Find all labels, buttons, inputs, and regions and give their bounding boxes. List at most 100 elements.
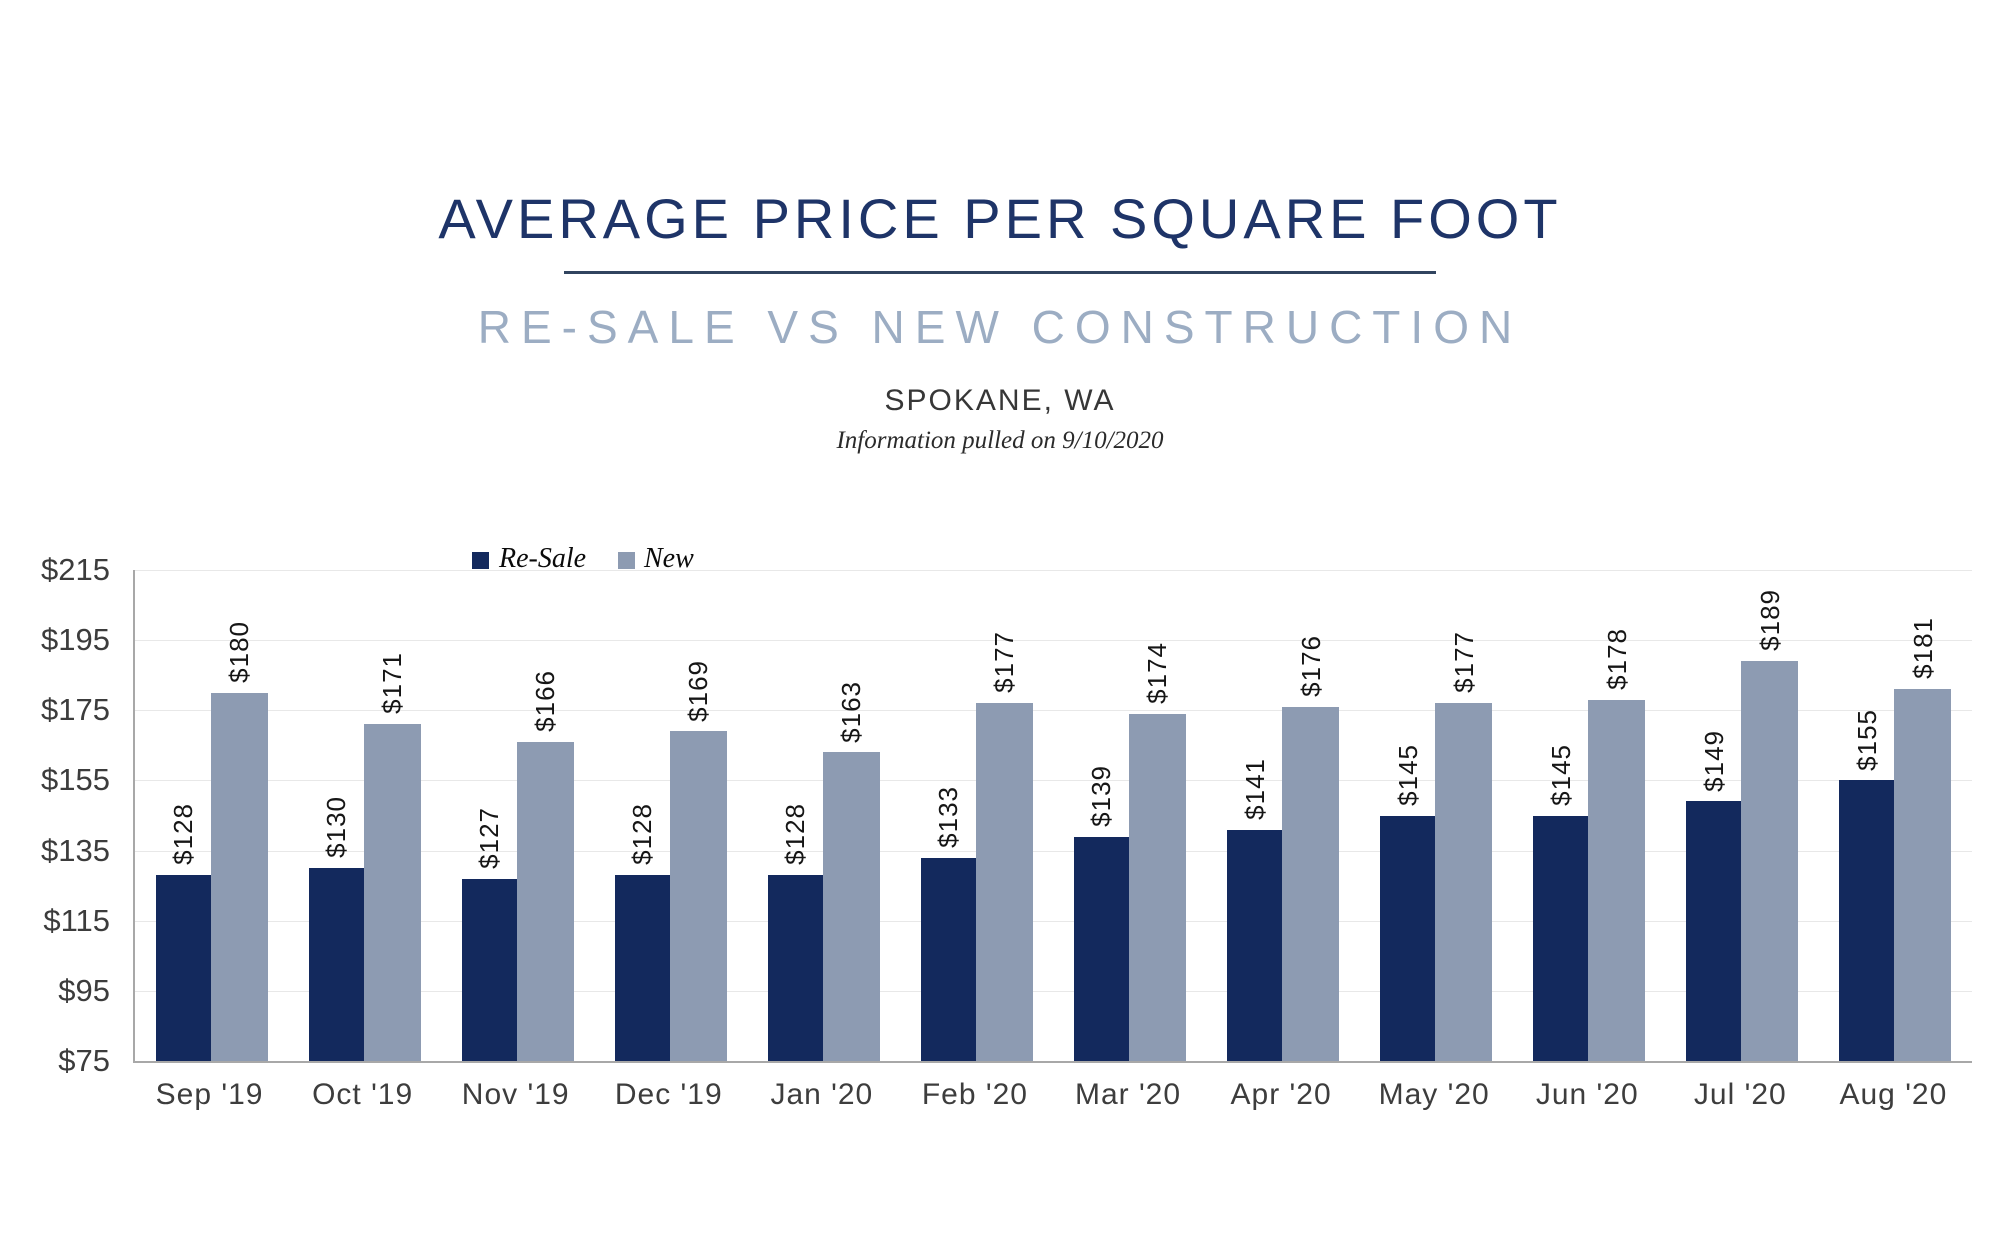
resale-bar [1686,801,1742,1061]
chart-subtitle: RE-SALE VS NEW CONSTRUCTION [477,301,1523,353]
x-tick-label: May '20 [1378,1078,1490,1111]
bar-group: $130 $171 [288,570,441,1061]
bar-group: $127 $166 [441,570,594,1061]
new-bar [210,692,268,1061]
chart-note: Information pulled on 9/10/2020 [836,427,1164,454]
x-tick-label: Jan '20 [770,1078,874,1111]
gridline [135,920,1972,922]
bar-group: $128 $163 [747,570,900,1061]
gridline [135,570,1972,571]
new-bar-value-label: $177 [1448,631,1479,694]
legend-resale-swatch [472,552,489,569]
new-bar [1129,713,1186,1061]
x-tick-label: Apr '20 [1230,1078,1332,1111]
resale-bar [1227,829,1283,1061]
resale-bar [308,868,364,1061]
new-bar-value-label: $189 [1754,589,1785,652]
gridline [135,710,1972,712]
x-tick-label: Mar '20 [1074,1078,1182,1111]
new-bar [1435,703,1493,1061]
x-tick-label: Oct '19 [312,1078,414,1111]
gridline [135,850,1972,852]
new-bar-value-label: $181 [1907,617,1938,680]
y-axis-labels: $215 $195 $175 $155 $135 $115 $95 $75 [0,552,110,1078]
resale-bar [1074,836,1129,1061]
bar-group: $145 $177 [1360,570,1513,1061]
bar-group: $145 $178 [1513,570,1666,1061]
gridline [135,780,1972,782]
gridline [135,990,1972,992]
new-bar [516,741,574,1061]
new-bar [1588,699,1646,1061]
plot-area: $128 $180 $130 $171 $127 $166 $128 $169 $128 $163… [133,570,1972,1063]
bar-group: $149 $189 [1666,570,1819,1061]
x-tick-label: Aug '20 [1839,1078,1948,1111]
bar-group: $139 $174 [1053,570,1206,1061]
resale-bar [155,875,211,1061]
x-axis-labels: Sep '19 Oct '19 Nov '19 Dec '19 Jan '20 Feb '… [133,1078,1970,1112]
resale-bar-value-label: $149 [1698,729,1729,792]
y-tick-label: $95 [58,972,110,1008]
resale-bar-value-label: $145 [1545,743,1576,806]
new-bar [669,731,727,1061]
resale-bar [767,875,823,1061]
new-bar-value-label: $169 [683,659,714,722]
resale-bar-value-label: $130 [321,796,352,859]
y-tick-label: $195 [41,622,110,658]
new-bar-value-label: $176 [1295,634,1326,697]
resale-bar [1533,815,1589,1061]
x-tick-label: Sep '19 [155,1078,264,1111]
x-tick-label: Jun '20 [1535,1078,1639,1111]
resale-bar-value-label: $145 [1392,743,1423,806]
resale-bar [920,857,976,1061]
bar-groups: $128 $180 $130 $171 $127 $166 $128 $169 $128 $163… [135,570,1972,1061]
new-bar-value-label: $163 [836,680,867,743]
y-tick-label: $75 [58,1043,110,1078]
new-bar-value-label: $178 [1601,627,1632,690]
chart-title: AVERAGE PRICE PER SQUARE FOOT [438,187,1562,250]
x-tick-label: Feb '20 [921,1078,1028,1111]
gridline [135,640,1972,642]
resale-bar-value-label: $139 [1086,764,1117,827]
new-bar [975,703,1033,1061]
bar-group: $141 $176 [1207,570,1360,1061]
x-tick-label: Jul '20 [1693,1078,1787,1111]
bar-group: $133 $177 [900,570,1053,1061]
title-divider [564,271,1436,274]
resale-bar [614,875,670,1061]
new-bar [1741,661,1799,1061]
resale-bar-value-label: $133 [933,785,964,848]
new-bar-value-label: $174 [1142,641,1173,704]
new-bar [1894,689,1952,1061]
y-tick-label: $175 [41,692,110,728]
new-bar-value-label: $177 [989,631,1020,694]
resale-bar-value-label: $155 [1851,708,1882,771]
new-bar-value-label: $171 [377,652,408,715]
resale-bar-value-label: $128 [168,803,198,866]
x-tick-label: Nov '19 [461,1078,570,1111]
new-bar-value-label: $180 [224,620,254,683]
legend-new-label: New [644,543,694,574]
resale-bar-value-label: $127 [474,806,505,869]
chart-location: SPOKANE, WA [884,384,1116,417]
y-tick-label: $115 [43,902,110,938]
legend-resale-label: Re-Sale [499,543,587,574]
legend-new-swatch [618,552,635,569]
bar-group: $128 $180 [135,570,288,1061]
new-bar [1282,706,1340,1061]
bar-group: $128 $169 [594,570,747,1061]
y-tick-label: $155 [41,762,110,798]
y-tick-label: $215 [41,552,110,587]
resale-bar [1839,780,1895,1061]
resale-bar-value-label: $128 [627,803,658,866]
resale-bar-value-label: $128 [780,803,811,866]
resale-bar-value-label: $141 [1239,757,1270,820]
resale-bar [461,878,517,1061]
new-bar-value-label: $166 [530,670,561,732]
resale-bar [1380,815,1436,1061]
new-bar [363,724,421,1061]
bar-group: $155 $181 [1819,570,1972,1061]
x-tick-label: Dec '19 [614,1078,723,1111]
y-tick-label: $135 [41,832,110,868]
new-bar [822,752,880,1061]
